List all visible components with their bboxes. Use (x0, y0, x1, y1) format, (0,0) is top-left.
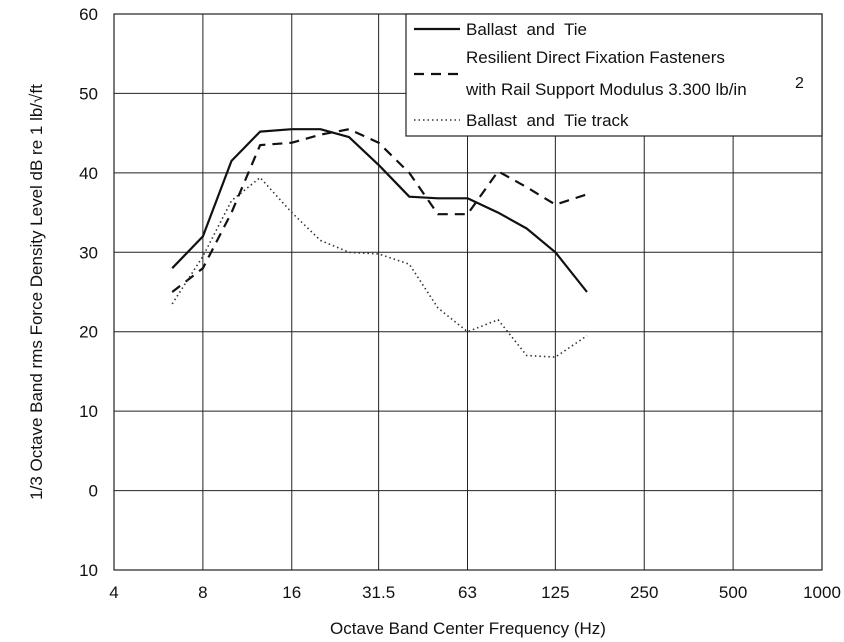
y-tick-label: 40 (79, 164, 98, 183)
x-tick-label: 1000 (803, 583, 841, 602)
x-tick-label: 4 (109, 583, 118, 602)
y-tick-label: 60 (79, 5, 98, 24)
x-tick-label: 125 (541, 583, 569, 602)
y-tick-label: 0 (89, 482, 98, 501)
y-tick-label: 50 (79, 84, 98, 103)
series-line-ballast-tie (171, 128, 588, 293)
legend-label-resilient-superscript: 2 (795, 75, 804, 92)
series-line-ballast-tie-track (171, 176, 588, 358)
x-tick-label: 500 (719, 583, 747, 602)
x-tick-label: 8 (198, 583, 207, 602)
y-tick-label: 30 (79, 243, 98, 262)
x-tick-label: 31.5 (362, 583, 395, 602)
y-tick-label: 20 (79, 323, 98, 342)
x-tick-label: 250 (630, 583, 658, 602)
legend-label-ballast-tie: Ballast and Tie (466, 20, 587, 39)
y-tick-label: 10 (79, 561, 98, 580)
x-tick-label: 16 (282, 583, 301, 602)
x-tick-label: 63 (458, 583, 477, 602)
y-tick-label: 10 (79, 402, 98, 421)
legend-label-resilient-line1: Resilient Direct Fixation Fasteners (466, 48, 725, 67)
y-axis-title: 1/3 Octave Band rms Force Density Level … (27, 84, 46, 500)
legend: Ballast and Tie Resilient Direct Fixatio… (405, 13, 823, 137)
series-line-resilient-fasteners (171, 128, 588, 293)
x-axis-title: Octave Band Center Frequency (Hz) (330, 619, 606, 638)
series-layer (171, 128, 588, 358)
legend-label-ballast-tie-track: Ballast and Tie track (466, 111, 629, 130)
tick-labels: 4 8 16 31.5 63 125 250 500 1000 10 0 10 20 30 40 50 60 (79, 5, 841, 602)
legend-box (405, 13, 823, 137)
legend-label-resilient-line2: with Rail Support Modulus 3.300 lb/in (465, 80, 747, 99)
